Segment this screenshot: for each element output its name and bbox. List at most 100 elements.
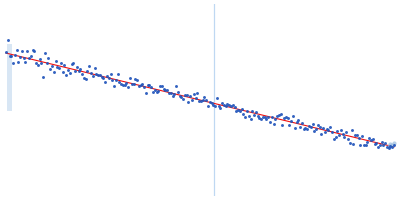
Point bbox=[91, 66, 98, 70]
Point bbox=[185, 101, 192, 104]
Point bbox=[136, 84, 142, 88]
Point bbox=[386, 144, 392, 147]
Point bbox=[387, 142, 394, 145]
Point bbox=[246, 115, 252, 118]
Point bbox=[123, 82, 130, 85]
Point bbox=[40, 75, 46, 78]
Point bbox=[306, 124, 312, 127]
Point bbox=[160, 87, 167, 91]
Point bbox=[212, 104, 218, 107]
Point bbox=[216, 104, 222, 107]
Point bbox=[70, 62, 76, 65]
Point bbox=[357, 143, 364, 146]
Point bbox=[242, 116, 248, 119]
Point bbox=[329, 130, 335, 133]
Point bbox=[74, 66, 80, 69]
Point bbox=[293, 120, 300, 123]
Point bbox=[148, 85, 154, 88]
Point bbox=[13, 49, 20, 52]
Point bbox=[334, 129, 340, 132]
Point bbox=[380, 144, 387, 147]
Point bbox=[348, 128, 355, 131]
Point bbox=[332, 136, 339, 139]
Point bbox=[95, 73, 101, 77]
Point bbox=[370, 137, 376, 141]
Point bbox=[352, 134, 358, 137]
Point bbox=[276, 114, 282, 117]
Point bbox=[391, 141, 397, 144]
Point bbox=[33, 61, 39, 65]
Point bbox=[127, 76, 133, 80]
Point bbox=[162, 88, 169, 91]
Point bbox=[4, 39, 11, 42]
Point bbox=[230, 103, 236, 106]
Point bbox=[17, 55, 23, 58]
Point bbox=[58, 61, 64, 64]
Point bbox=[104, 74, 110, 77]
Point bbox=[283, 115, 289, 118]
Point bbox=[138, 83, 144, 86]
Point bbox=[65, 69, 71, 72]
Point bbox=[265, 116, 272, 119]
Point bbox=[345, 137, 351, 140]
Point bbox=[290, 115, 296, 118]
Point bbox=[336, 133, 342, 136]
Point bbox=[15, 60, 22, 63]
Point bbox=[391, 143, 397, 147]
Point bbox=[295, 118, 302, 122]
Point bbox=[226, 104, 232, 107]
Point bbox=[208, 101, 215, 104]
Point bbox=[371, 142, 378, 145]
Point bbox=[114, 73, 121, 76]
Point bbox=[6, 54, 13, 57]
Point bbox=[219, 102, 225, 105]
Point bbox=[386, 146, 392, 149]
Point bbox=[189, 98, 195, 102]
Point bbox=[102, 80, 108, 84]
Point bbox=[36, 57, 43, 61]
Point bbox=[359, 134, 365, 137]
Point bbox=[84, 70, 91, 73]
Point bbox=[362, 143, 369, 146]
Point bbox=[63, 73, 70, 76]
Point bbox=[341, 136, 348, 139]
Point bbox=[51, 71, 57, 74]
Point bbox=[284, 116, 291, 119]
Point bbox=[42, 51, 48, 54]
Point bbox=[222, 105, 229, 108]
Point bbox=[327, 126, 334, 129]
Point bbox=[270, 122, 277, 126]
Point bbox=[153, 90, 160, 93]
Point bbox=[122, 84, 128, 87]
Point bbox=[228, 105, 234, 108]
Point bbox=[146, 83, 153, 86]
Point bbox=[320, 126, 326, 129]
Point bbox=[12, 53, 18, 57]
Point bbox=[263, 117, 270, 120]
Point bbox=[128, 83, 135, 86]
Point bbox=[262, 115, 268, 118]
Point bbox=[274, 115, 280, 118]
Point bbox=[361, 143, 367, 146]
Point bbox=[268, 116, 275, 119]
Point bbox=[111, 84, 117, 87]
Point bbox=[26, 56, 32, 59]
Point bbox=[173, 85, 179, 88]
Point bbox=[354, 133, 360, 136]
Point bbox=[35, 63, 41, 66]
Point bbox=[175, 90, 181, 93]
Point bbox=[109, 78, 116, 82]
Point bbox=[387, 144, 394, 148]
Point bbox=[10, 61, 16, 64]
Point bbox=[240, 113, 247, 116]
Point bbox=[288, 119, 294, 122]
Point bbox=[247, 117, 254, 120]
Point bbox=[164, 88, 170, 91]
Point bbox=[315, 124, 321, 127]
Point bbox=[201, 96, 208, 99]
Point bbox=[304, 127, 310, 130]
Point bbox=[235, 109, 241, 112]
Point bbox=[81, 76, 87, 79]
Point bbox=[297, 125, 303, 128]
Point bbox=[54, 65, 60, 69]
